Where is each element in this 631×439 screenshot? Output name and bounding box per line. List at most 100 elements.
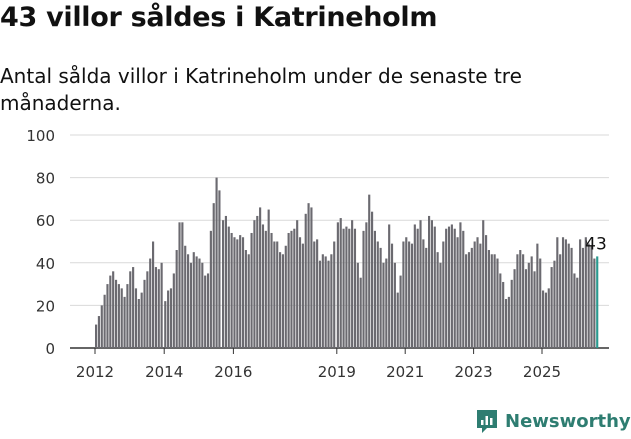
bar <box>206 273 210 348</box>
bar <box>362 230 365 348</box>
bar <box>479 243 482 348</box>
bar <box>256 215 259 348</box>
bar <box>527 262 530 348</box>
bar <box>561 237 565 348</box>
chart-subtitle: Antal sålda villor i Katrineholm under d… <box>0 64 522 115</box>
bar <box>152 241 155 348</box>
bar <box>365 222 368 348</box>
annotation-label: 43 <box>585 234 607 254</box>
bar <box>215 177 218 348</box>
bar <box>567 243 570 348</box>
bar <box>164 301 167 348</box>
bar <box>106 284 109 348</box>
bar <box>169 288 173 348</box>
y-tick-label: 100 <box>26 127 55 145</box>
bar <box>462 230 465 348</box>
bar <box>178 222 181 348</box>
bar <box>103 294 106 348</box>
bar <box>117 284 120 348</box>
bar <box>351 220 354 348</box>
bar <box>416 228 419 348</box>
bar <box>393 262 396 348</box>
bar <box>120 288 123 348</box>
y-tick-label: 20 <box>36 297 55 315</box>
bar <box>126 284 129 348</box>
bar <box>553 260 556 348</box>
bar <box>353 228 357 348</box>
bar <box>516 254 519 348</box>
bar <box>321 254 324 348</box>
bar <box>157 269 160 348</box>
bar <box>467 252 471 348</box>
bar <box>399 275 402 348</box>
bar <box>310 207 313 348</box>
bar <box>149 258 152 348</box>
bar <box>487 250 490 348</box>
bar <box>542 290 545 348</box>
bar <box>348 228 351 348</box>
bar <box>590 245 593 348</box>
bar <box>241 237 245 348</box>
bar <box>476 237 479 348</box>
bar <box>396 292 399 348</box>
y-tick-label: 0 <box>45 340 55 358</box>
bar <box>301 243 304 348</box>
bar <box>428 215 431 348</box>
bar <box>298 237 302 348</box>
y-axis-ticks: 0 20 40 60 80 100 <box>26 127 55 358</box>
bar <box>276 241 279 348</box>
bar <box>465 254 468 348</box>
bar <box>593 258 596 348</box>
bar <box>330 254 333 348</box>
bar <box>519 250 522 348</box>
bar <box>259 207 262 348</box>
bar <box>175 250 178 348</box>
bar <box>313 241 316 348</box>
bar <box>581 247 585 348</box>
bar <box>573 273 576 348</box>
bar <box>385 258 388 348</box>
bar <box>134 288 138 348</box>
bar <box>510 279 513 348</box>
bar <box>336 222 339 348</box>
bar <box>356 262 359 348</box>
x-tick-label: 2025 <box>523 363 561 381</box>
y-tick-label: 60 <box>36 212 55 230</box>
bar <box>267 209 270 348</box>
bar <box>154 267 157 348</box>
bar <box>307 203 310 348</box>
bar <box>473 241 476 348</box>
bar <box>371 211 374 348</box>
bar <box>425 247 428 348</box>
bar <box>261 224 265 348</box>
bar <box>584 237 587 348</box>
bar <box>123 296 126 348</box>
bar <box>576 277 579 348</box>
bar <box>172 273 175 348</box>
bar <box>244 250 247 348</box>
bar <box>507 296 510 348</box>
bar <box>445 228 448 348</box>
bar <box>376 241 379 348</box>
bar <box>559 254 562 348</box>
bar <box>547 288 550 348</box>
bar <box>318 260 322 348</box>
bar <box>408 241 411 348</box>
bar <box>456 237 459 348</box>
bar <box>459 222 462 348</box>
x-tick-label: 2023 <box>455 363 493 381</box>
bar <box>533 271 536 348</box>
bar <box>192 252 195 348</box>
bar <box>253 220 256 348</box>
bar <box>227 226 230 348</box>
bar <box>390 243 394 348</box>
bar <box>279 252 282 348</box>
bar <box>359 277 362 348</box>
bar <box>433 226 436 348</box>
bar <box>485 235 488 348</box>
x-axis-ticks: 2012 2014 2016 2019 2021 2023 2025 <box>76 348 561 381</box>
bar <box>140 292 143 348</box>
bars <box>95 177 599 348</box>
bar <box>195 256 198 348</box>
